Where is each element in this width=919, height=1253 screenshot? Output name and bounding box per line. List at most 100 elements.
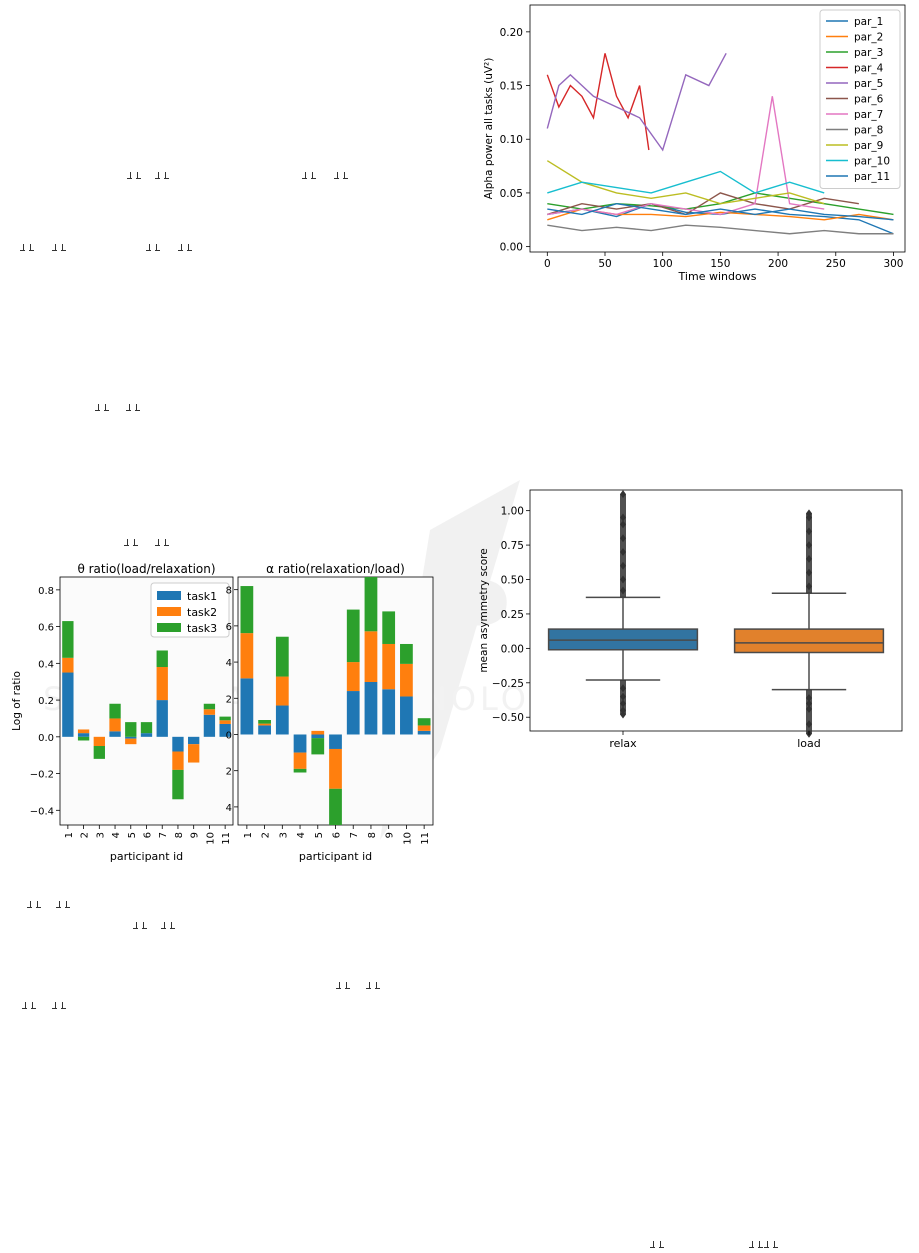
legend-label: task3 xyxy=(187,622,217,635)
x-tick-label: 1 xyxy=(243,832,254,838)
text-mark xyxy=(334,172,348,179)
x-tick-label: 2 xyxy=(261,832,272,838)
x-axis-label: participant id xyxy=(299,850,372,863)
bar-task3-p6 xyxy=(140,722,153,734)
legend-label: par_6 xyxy=(854,94,884,106)
y-tick-label: 0.6 xyxy=(226,622,232,633)
outlier-band xyxy=(620,494,626,598)
bar-task3-p3 xyxy=(275,636,289,677)
text-mark xyxy=(22,1002,36,1009)
chart-title: θ ratio(load/relaxation) xyxy=(77,562,215,576)
y-tick-label: 0.25 xyxy=(501,609,524,621)
bar-task3-p11 xyxy=(219,716,231,721)
x-tick-label: 11 xyxy=(221,832,232,845)
text-mark xyxy=(27,901,41,908)
y-tick-label: 0.4 xyxy=(226,658,232,669)
text-mark xyxy=(56,901,70,908)
text-mark xyxy=(20,244,34,251)
x-tick-label: 1 xyxy=(64,832,75,838)
bar-task1-p9 xyxy=(188,736,200,745)
x-tick-label: 7 xyxy=(158,832,169,838)
chart-title: α ratio(relaxation/load) xyxy=(266,562,405,576)
text-mark xyxy=(764,1241,778,1248)
x-tick-label: 6 xyxy=(332,832,343,838)
x-tick-label: 9 xyxy=(190,832,201,838)
legend-swatch xyxy=(157,623,181,632)
bar-task3-p10 xyxy=(203,703,216,710)
y-tick-label: 0.0 xyxy=(226,730,232,741)
text-mark xyxy=(52,244,66,251)
bar-task1-p4 xyxy=(109,731,121,737)
bar-task3-p5 xyxy=(311,738,325,755)
bar-task1-p8 xyxy=(364,681,378,735)
bar-task2-p7 xyxy=(156,667,168,701)
box-load xyxy=(733,628,885,654)
legend-label: par_10 xyxy=(854,156,890,168)
bar-task2-p10 xyxy=(400,663,413,697)
bar-task2-p10 xyxy=(203,709,216,715)
bar-task2-p9 xyxy=(188,744,200,763)
bar-task2-p6 xyxy=(329,748,342,789)
text-mark xyxy=(126,404,140,411)
y-tick-label: −0.2 xyxy=(226,767,232,778)
y-tick-label: 0.50 xyxy=(501,575,524,587)
y-tick-label: 0.20 xyxy=(500,27,523,39)
series-line-par_9 xyxy=(546,160,825,205)
y-tick-label: 0.10 xyxy=(500,134,523,146)
bar-task3-p8 xyxy=(364,577,378,632)
bar-task3-p7 xyxy=(156,650,168,668)
y-tick-label: 0.8 xyxy=(226,586,232,597)
bar-task3-p11 xyxy=(417,718,431,726)
x-tick-label: relax xyxy=(609,737,637,750)
x-axis-label: Time windows xyxy=(678,270,757,283)
bar-task1-p2 xyxy=(258,725,271,735)
x-tick-label: 4 xyxy=(296,832,307,838)
bar-task1-p3 xyxy=(275,705,289,735)
bar-task2-p1 xyxy=(62,657,74,673)
text-mark xyxy=(146,244,160,251)
legend-swatch xyxy=(157,591,181,600)
y-tick-label: −0.2 xyxy=(30,770,54,781)
y-tick-label: 0.8 xyxy=(38,586,54,597)
bar-task1-p7 xyxy=(156,700,168,737)
bar-task1-p10 xyxy=(203,714,216,737)
y-axis-label: Alpha power all tasks (uV²) xyxy=(483,58,495,200)
legend-label: par_4 xyxy=(854,63,884,75)
bar-task2-p3 xyxy=(275,676,289,706)
text-mark xyxy=(52,1002,66,1009)
bar-task3-p9 xyxy=(382,611,396,644)
text-mark xyxy=(302,172,316,179)
bar-task1-p4 xyxy=(293,734,307,753)
legend-label: par_7 xyxy=(854,109,883,121)
bar-task1-p2 xyxy=(77,733,90,737)
y-tick-label: 0.0 xyxy=(38,733,54,744)
text-mark xyxy=(336,982,350,989)
y-tick-label: −0.25 xyxy=(492,678,524,690)
series-line-par_10 xyxy=(547,170,825,194)
x-tick-label: 7 xyxy=(349,832,360,838)
text-mark xyxy=(178,244,192,251)
y-tick-label: 1.00 xyxy=(501,506,524,518)
y-tick-label: 0.75 xyxy=(501,540,524,552)
legend-label: par_8 xyxy=(854,125,883,137)
x-tick-label: 10 xyxy=(205,832,216,845)
theta-ratio-bar-chart: θ ratio(load/relaxation) −0.4 −0.2 0.0 0.2 0.… xyxy=(11,562,234,863)
bar-task3-p4 xyxy=(109,703,121,719)
bar-task1-p11 xyxy=(219,723,231,737)
bar-task3-p6 xyxy=(329,788,342,825)
x-tick-label: 8 xyxy=(174,832,185,838)
text-mark xyxy=(95,404,109,411)
outlier-band xyxy=(806,689,812,734)
x-tick-label: 250 xyxy=(826,258,846,270)
y-tick-label: 0.4 xyxy=(38,659,54,670)
outlier-band xyxy=(620,680,626,715)
bar-task1-p6 xyxy=(329,734,342,749)
bar-task1-p5 xyxy=(311,734,325,739)
bar-task1-p10 xyxy=(400,696,413,735)
y-tick-label: −0.4 xyxy=(30,806,54,817)
bar-task2-p4 xyxy=(293,752,307,769)
x-tick-label: 200 xyxy=(768,258,788,270)
bar-task1-p6 xyxy=(140,733,153,737)
asymmetry-box-plot: −0.50 −0.25 0.00 0.25 0.50 0.75 1.00 mean asymm… xyxy=(478,489,903,750)
x-tick-label: 6 xyxy=(143,832,154,838)
